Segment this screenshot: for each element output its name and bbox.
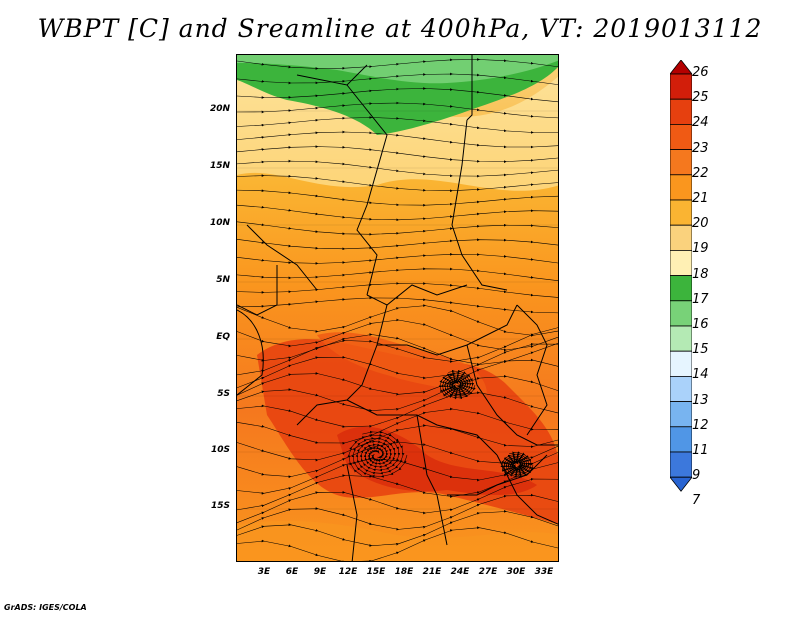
colorbar-label: 20 xyxy=(692,216,709,232)
colorbar-box xyxy=(670,249,692,276)
colorbar-box xyxy=(670,124,692,151)
colorbar-label: 12 xyxy=(692,417,709,433)
grads-credit: GrADS: IGES/COLA xyxy=(4,603,87,612)
lat-label-10n: 10N xyxy=(209,218,230,228)
streamline xyxy=(237,174,558,193)
colorbar-label: 18 xyxy=(692,266,709,282)
colorbar-box xyxy=(670,224,692,251)
colorbar-box xyxy=(670,451,692,478)
wbpt-streamline-map xyxy=(237,55,558,561)
streamline xyxy=(355,430,405,475)
colorbar-bottom-arrow xyxy=(670,476,692,492)
colorbar-box xyxy=(670,350,692,377)
colorbar-label: 16 xyxy=(692,317,709,332)
streamline xyxy=(237,252,558,265)
colorbar-label: 11 xyxy=(692,443,709,458)
streamline xyxy=(237,526,558,561)
streamline xyxy=(237,189,558,207)
colorbar-top-arrow xyxy=(670,60,692,75)
streamlines xyxy=(237,58,558,561)
lon-label-24e: 24E xyxy=(450,567,470,577)
colorbar-label: 23 xyxy=(692,140,709,156)
colorbar-box xyxy=(670,300,692,327)
colorbar-box xyxy=(670,375,692,402)
colorbar-box xyxy=(670,199,692,226)
colorbar-label: 13 xyxy=(692,392,709,408)
colorbar-box xyxy=(670,426,692,453)
lat-label-15s: 15S xyxy=(210,501,230,511)
colorbar-box xyxy=(670,325,692,352)
colorbar-label: 15 xyxy=(692,342,709,358)
streamline xyxy=(237,221,558,236)
colorbar-box xyxy=(670,174,692,201)
streamline xyxy=(443,369,475,398)
streamline xyxy=(237,282,558,298)
streamline xyxy=(237,238,558,251)
lon-label-9e: 9E xyxy=(313,567,327,577)
colorbar-label: 24 xyxy=(692,115,709,131)
streamline xyxy=(237,101,558,119)
lon-label-30e: 30E xyxy=(506,567,526,577)
colorbar-label: 7 xyxy=(692,493,701,509)
streamline xyxy=(237,87,558,103)
colorbar-label: 14 xyxy=(692,367,709,383)
streamline xyxy=(237,72,558,85)
lat-label-eq: EQ xyxy=(216,332,230,342)
lon-label-12e: 12E xyxy=(338,567,358,577)
lat-label-15n: 15N xyxy=(209,161,230,171)
colorbar-label: 17 xyxy=(692,291,709,307)
colorbar-label: 9 xyxy=(692,468,701,484)
lon-label-15e: 15E xyxy=(366,567,386,577)
lon-label-3e: 3E xyxy=(257,567,271,577)
lat-label-10s: 10S xyxy=(210,445,230,455)
lat-label-20n: 20N xyxy=(209,104,230,114)
colorbar-label: 25 xyxy=(692,90,709,106)
lon-label-27e: 27E xyxy=(478,567,498,577)
streamline xyxy=(237,204,558,222)
streamline xyxy=(237,58,558,70)
chart-title: WBPT [C] and Sreamline at 400hPa, VT: 20… xyxy=(37,14,763,43)
lat-label-5n: 5N xyxy=(216,275,230,285)
map-panel xyxy=(236,54,559,562)
lon-label-18e: 18E xyxy=(394,567,414,577)
colorbar-label: 19 xyxy=(692,241,709,257)
streamline xyxy=(504,451,533,477)
colorbar-box xyxy=(670,401,692,428)
colorbar xyxy=(670,60,692,492)
colorbar-box xyxy=(670,275,692,302)
colorbar-label: 26 xyxy=(692,65,709,80)
streamline xyxy=(237,267,558,281)
lon-label-33e: 33E xyxy=(534,567,554,577)
colorbar-label: 21 xyxy=(692,191,709,206)
colorbar-box xyxy=(670,149,692,176)
colorbar-box xyxy=(670,73,692,100)
lon-label-21e: 21E xyxy=(422,567,442,577)
colorbar-label: 22 xyxy=(692,165,709,181)
lon-label-6e: 6E xyxy=(285,567,299,577)
colorbar-box xyxy=(670,98,692,125)
lat-label-5s: 5S xyxy=(217,389,230,399)
